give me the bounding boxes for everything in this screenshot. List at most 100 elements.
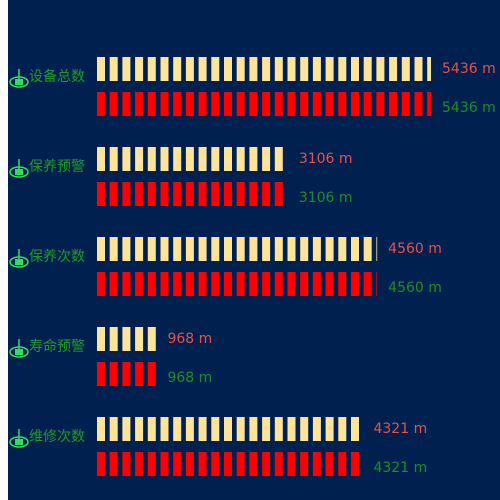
bar-symbol (109, 92, 118, 116)
bar-symbol (97, 417, 105, 441)
bar-symbol (109, 327, 118, 351)
bar-symbol (325, 57, 334, 81)
value-label: 4321 m (373, 421, 427, 437)
bar-symbol (198, 272, 207, 296)
bar-symbol (185, 237, 194, 261)
bar-symbol (249, 272, 258, 296)
bar-symbol (262, 452, 271, 476)
bar-symbol (160, 237, 169, 261)
bar (97, 417, 359, 441)
bar-symbol (147, 272, 156, 296)
bar-symbol (185, 57, 194, 81)
bar-symbol (97, 327, 105, 351)
icon-body (15, 439, 23, 445)
bar-symbol (211, 92, 220, 116)
bar-symbol (287, 417, 296, 441)
bar-symbol (160, 92, 169, 116)
bar-symbol (338, 92, 347, 116)
bar-symbol (312, 452, 321, 476)
bar-symbol (249, 147, 258, 171)
value-label: 5436 m (442, 61, 496, 77)
bar-symbol (427, 92, 431, 116)
bar-symbol (249, 57, 258, 81)
bar-symbol (236, 237, 245, 261)
bar-symbol (338, 417, 347, 441)
bar-symbol (262, 417, 271, 441)
category-label: 维修次数 (29, 429, 85, 445)
value-label: 4560 m (388, 241, 442, 257)
bar-symbol (97, 182, 105, 206)
bar-symbol (211, 237, 220, 261)
bar-symbol (147, 237, 156, 261)
bar-symbol (287, 57, 296, 81)
bar-symbol (147, 147, 156, 171)
bar-symbol (338, 57, 347, 81)
bar-symbol (109, 237, 118, 261)
bar-symbol (147, 452, 156, 476)
bar-symbol (147, 362, 156, 386)
icon-body (15, 79, 23, 85)
bar-symbol (325, 452, 334, 476)
bar-symbol (122, 147, 131, 171)
bar-symbol (122, 327, 131, 351)
bar-symbol (211, 147, 220, 171)
value-label: 3106 m (299, 151, 353, 167)
bar-symbol (236, 452, 245, 476)
bar-symbol (135, 147, 144, 171)
bar-symbol (274, 57, 283, 81)
bar-symbol (122, 362, 131, 386)
bar-symbol (287, 237, 296, 261)
bar-symbol (122, 417, 131, 441)
bar-symbol (363, 57, 372, 81)
bar-symbol (325, 417, 334, 441)
bar-symbol (211, 452, 220, 476)
bar-symbol (236, 272, 245, 296)
bar (97, 92, 431, 116)
bar-symbol (351, 57, 359, 81)
bar-symbol (109, 272, 118, 296)
bar-symbol (351, 417, 359, 441)
bar-symbol (262, 147, 271, 171)
category-label: 保养预警 (29, 159, 85, 175)
bar-symbol (122, 57, 131, 81)
bar-symbol (300, 417, 309, 441)
bar-symbol (109, 452, 118, 476)
bar-symbol (224, 92, 232, 116)
bar-symbol (211, 182, 220, 206)
bar-symbol (122, 237, 131, 261)
bar (97, 327, 156, 351)
bar-symbol (109, 147, 118, 171)
bar-symbol (262, 237, 271, 261)
bar (97, 147, 283, 171)
bar-symbol (249, 92, 258, 116)
bar-symbol (198, 182, 207, 206)
bar-symbol (363, 92, 372, 116)
bar-symbol (160, 57, 169, 81)
icon-body (15, 169, 23, 175)
bar-symbol (236, 182, 245, 206)
bar-symbol (97, 362, 105, 386)
bar-symbol (274, 92, 283, 116)
category-icon (9, 249, 29, 268)
bar-symbol (198, 147, 207, 171)
bar-symbol (274, 237, 283, 261)
bar-symbol (262, 92, 271, 116)
bar-symbol (351, 237, 359, 261)
bar-symbol (109, 182, 118, 206)
value-label: 4560 m (388, 280, 442, 296)
bar-symbol (135, 452, 144, 476)
bar (97, 272, 378, 296)
bar-symbol (351, 92, 359, 116)
bar-symbol (312, 92, 321, 116)
bar-symbol (274, 452, 283, 476)
bar-symbol (287, 452, 296, 476)
bar-symbol (287, 92, 296, 116)
bar-symbol (389, 57, 398, 81)
bar-symbol (274, 147, 283, 171)
value-label: 4321 m (373, 460, 427, 476)
bar-symbol (198, 92, 207, 116)
bar-symbol (363, 272, 372, 296)
bar-symbol (185, 272, 194, 296)
bar-symbol (325, 237, 334, 261)
